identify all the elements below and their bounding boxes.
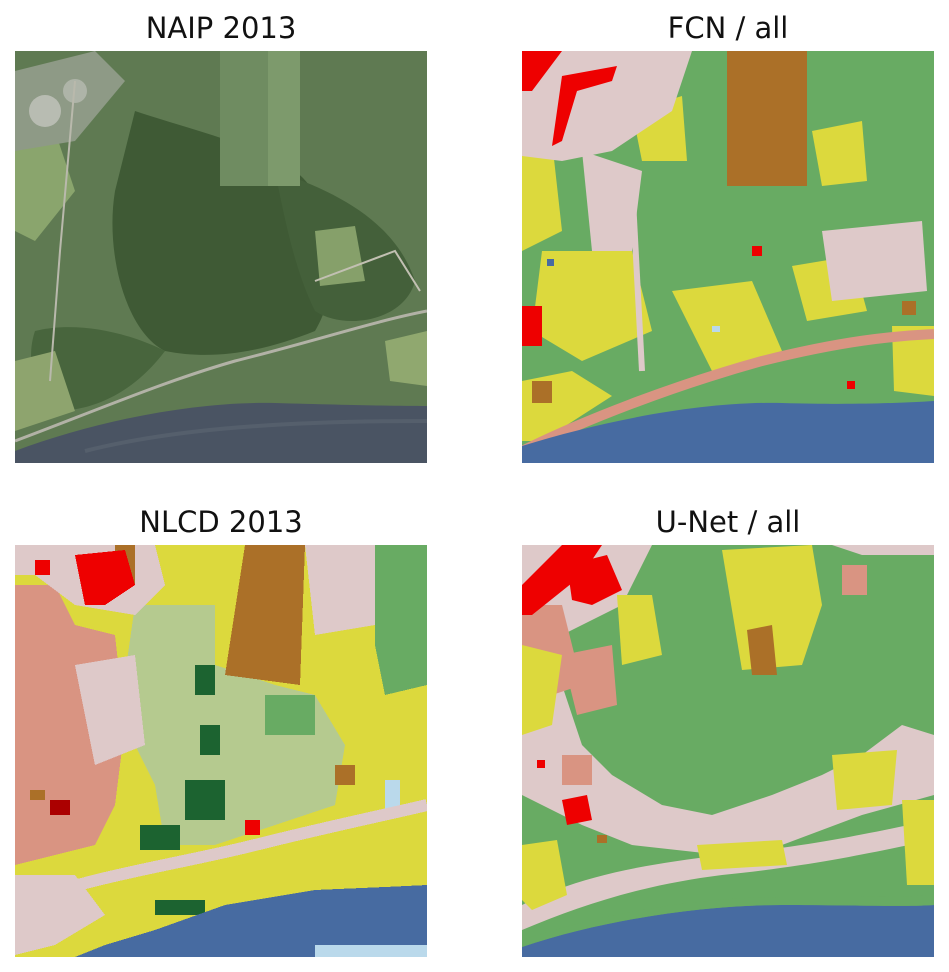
unet-prediction-map	[522, 545, 934, 957]
panel-title-nlcd: NLCD 2013	[139, 505, 303, 539]
fcn-prediction-map	[522, 51, 934, 463]
naip-aerial-image	[15, 51, 427, 463]
naip-image-svg	[15, 51, 427, 463]
nlcd-map-svg	[15, 545, 427, 957]
nlcd-landcover-map	[15, 545, 427, 957]
unet-map-svg	[522, 545, 934, 957]
panel-title-fcn: FCN / all	[667, 11, 789, 45]
panel-title-unet: U-Net / all	[655, 505, 801, 539]
fcn-map-svg	[522, 51, 934, 463]
panel-title-naip: NAIP 2013	[145, 11, 297, 45]
